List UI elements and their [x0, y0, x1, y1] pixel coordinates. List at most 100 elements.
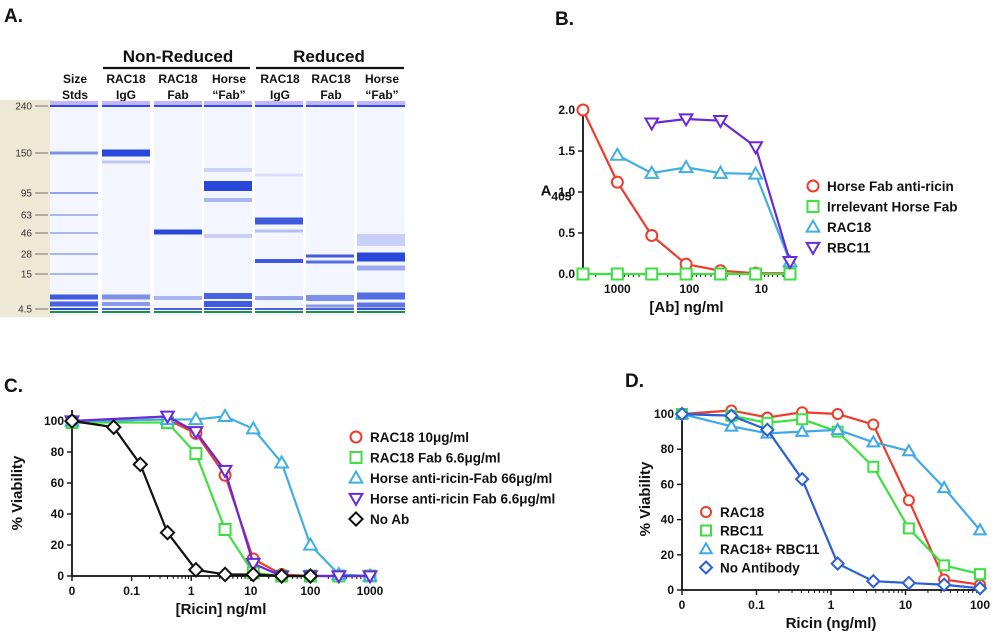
x-tick-label: 100 [300, 584, 320, 598]
data-point-triangle-up [936, 480, 952, 494]
gel-well [357, 101, 405, 107]
data-point-diamond [187, 561, 204, 578]
gel-well [50, 101, 98, 107]
legend-entry: RAC18 10μg/ml [370, 430, 469, 445]
gel-band [50, 105, 98, 107]
gel-band [204, 105, 252, 107]
y-tick-label: 0.0 [558, 267, 575, 281]
gel-lane-header-line2: IgG [270, 88, 290, 102]
gel-lane [357, 101, 405, 316]
gel-well [204, 101, 252, 107]
gel-ladder-label: 63 [21, 211, 33, 222]
y-tick-label: 100 [654, 407, 674, 421]
y-axis-label: A405 [541, 183, 572, 204]
data-point-triangle-down [159, 410, 176, 425]
gel-band [306, 304, 354, 308]
y-tick-label: 20 [51, 538, 65, 552]
x-tick-label: 0 [679, 598, 686, 612]
gel-band [50, 301, 98, 307]
data-point-diamond [273, 567, 290, 585]
gel-lane-header-line1: RAC18 [260, 72, 300, 86]
x-axis-label: [Ab] ng/ml [649, 299, 723, 316]
gel-lane-header-line1: Horse [365, 72, 399, 86]
x-tick-label: 100 [970, 598, 990, 612]
chart-d: 0 20 40 60 80 100 0 0.1 1 10 100 Ricin (ng/ml) % Via… [637, 404, 990, 632]
gel-header-reduced: Reduced [293, 47, 365, 66]
data-point-circle [700, 506, 712, 518]
data-point-triangle-down [217, 464, 234, 479]
gel-band [154, 308, 202, 310]
gel-well [255, 101, 303, 107]
gel-ladder-label: 4.5 [18, 305, 32, 316]
gel-band [204, 301, 252, 307]
x-tick-label: 0.1 [123, 584, 140, 598]
data-point-square [610, 267, 624, 281]
y-tick-label: 40 [661, 513, 675, 527]
data-point-diamond [972, 580, 988, 596]
gel-lane-background [204, 101, 252, 316]
gel-lane-header-line1: RAC18 [106, 72, 146, 86]
data-point-circle [349, 430, 363, 444]
data-point-triangle-up [273, 454, 290, 469]
gel-lane-header-line1: Horse [212, 72, 246, 86]
gel-band [102, 294, 150, 300]
series-irrelevant-horse-fab: Irrelevant Horse Fab [576, 200, 958, 281]
data-point-square [576, 267, 590, 281]
data-point-triangle-down [804, 241, 822, 256]
gel-band [357, 105, 405, 107]
data-point-diamond [302, 567, 319, 585]
gel-band [306, 105, 354, 107]
gel-dye-front [357, 311, 405, 313]
y-axis-label: % Viability [9, 455, 26, 530]
chart-b: 0.0 0.5 1.0 1.5 2.0 1000 100 10 [Ab] ng/ml A405 Ho… [541, 103, 958, 316]
data-point-triangle-up [804, 218, 822, 233]
data-point-diamond [794, 471, 810, 487]
series-line [651, 117, 792, 263]
data-point-triangle-up [972, 522, 988, 536]
legend-entry: Horse anti-ricin-Fab 66μg/ml [370, 471, 552, 486]
series-rac18-rbc11: RAC18+ RBC11 [674, 406, 988, 557]
gel-well [306, 101, 354, 107]
panel-label-a: A. [4, 6, 23, 27]
data-point-diamond [698, 560, 714, 575]
data-point-triangle-up [865, 434, 881, 448]
data-point-diamond [901, 575, 917, 591]
legend-entry: No Antibody [720, 561, 800, 576]
gel-band [102, 105, 150, 107]
x-tick-label: 10 [244, 584, 258, 598]
legend-entry: Horse anti-ricin Fab 6.6μg/ml [370, 492, 555, 507]
data-point-square [218, 523, 232, 536]
data-point-square [796, 413, 809, 426]
gel-lane-header-line1: Size [63, 72, 87, 86]
data-point-circle [610, 175, 624, 189]
data-point-diamond [759, 422, 775, 438]
gel-lane-background [255, 101, 303, 316]
gel-dye-front [102, 311, 150, 313]
gel-band [204, 234, 252, 238]
gel-dye-front [154, 311, 202, 313]
gel-band [357, 292, 405, 300]
legend-entry: RAC18 [720, 505, 765, 520]
gel-band [204, 308, 252, 310]
gel-band [102, 302, 150, 306]
series-horse-anti-ricin-fab-6-6-g-ml: Horse anti-ricin Fab 6.6μg/ml [63, 410, 555, 585]
y-tick-label: 80 [51, 445, 65, 459]
gel-lane-header-line1: RAC18 [158, 72, 198, 86]
data-point-square [783, 267, 797, 281]
gel-band [306, 254, 354, 258]
legend-entry: RBC11 [720, 524, 764, 539]
gel-band [204, 181, 252, 191]
data-point-triangle-up [217, 408, 234, 423]
data-point-triangle-up [643, 164, 660, 179]
data-point-triangle-up [609, 146, 626, 161]
gel-band [154, 229, 202, 235]
gel-band [50, 273, 98, 275]
data-point-circle [902, 494, 915, 507]
data-point-diamond [865, 573, 881, 589]
data-point-triangle-up [723, 418, 739, 432]
gel-band [50, 294, 98, 300]
gel-lane [306, 101, 354, 316]
legend-entry: RAC18 Fab 6.6μg/ml [370, 451, 501, 466]
series-line [71, 415, 371, 578]
